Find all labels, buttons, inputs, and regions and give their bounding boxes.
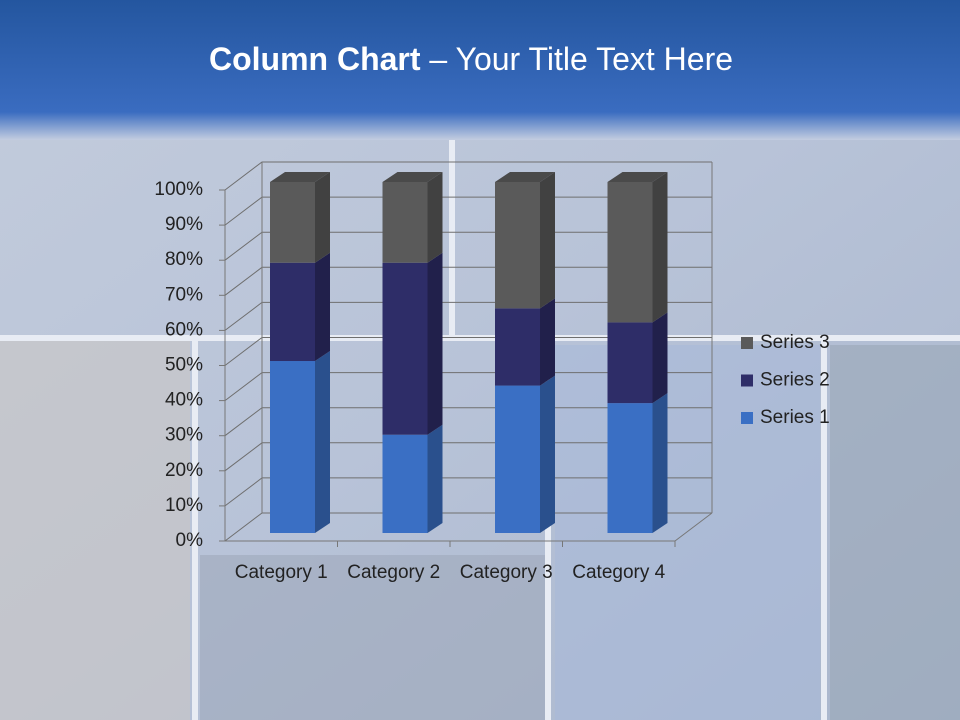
y-tick-label: 70% (165, 284, 203, 305)
title-rest: – Your Title Text Here (429, 41, 733, 77)
bar-side (540, 375, 555, 533)
bar-top (495, 172, 555, 182)
bar-segment (382, 252, 443, 435)
y-tick-label: 90% (165, 214, 203, 235)
bar-front (495, 308, 540, 386)
bar-segment (495, 375, 555, 533)
bar-top (607, 172, 668, 182)
legend-swatch (741, 337, 753, 349)
y-tick-label: 80% (165, 249, 203, 270)
y-tick-label: 10% (165, 495, 203, 516)
bar-side (315, 351, 330, 533)
chart-title: Column Chart – Your Title Text Here (209, 41, 733, 77)
y-tick-label: 0% (176, 530, 204, 551)
header-band (0, 0, 960, 140)
bar-side (652, 172, 668, 323)
photo-panel (0, 340, 190, 720)
legend-swatch (741, 374, 753, 387)
legend-swatch (741, 412, 753, 424)
bar-front (495, 182, 540, 309)
x-tick-label: Category 4 (572, 562, 666, 583)
bar-top (382, 172, 443, 182)
bar-segment (270, 351, 330, 533)
floor-edge (674, 512, 713, 542)
bar-front (382, 262, 428, 435)
title-text (421, 41, 430, 77)
x-tick-label: Category 1 (234, 562, 328, 583)
legend-label: Series 3 (760, 332, 830, 353)
y-tick-label: 60% (165, 319, 203, 340)
bar-front (382, 182, 428, 263)
bar-side (315, 172, 330, 263)
bar-side (315, 252, 330, 362)
bar-front (607, 403, 653, 533)
bar-segment (495, 172, 555, 309)
bar-front (607, 322, 653, 404)
y-tick-label: 100% (154, 179, 203, 200)
bar-segment (270, 252, 330, 362)
legend-label: Series 2 (760, 370, 830, 391)
bar-segment (607, 312, 668, 404)
plot-area: 0% 10% 20% 30% 40% 50% 60% 70% 80% 90% 100% Series … (154, 161, 830, 551)
y-tick-label: 30% (165, 425, 203, 446)
photo-panel (830, 345, 960, 720)
x-tick-label: Category 3 (459, 562, 553, 583)
y-tick-label: 50% (165, 355, 203, 376)
y-tick-label: 20% (165, 460, 203, 481)
y-tick-label: 40% (165, 390, 203, 411)
x-tick-label: Category 2 (347, 562, 441, 583)
bar-front (270, 361, 315, 533)
bar-segment (495, 298, 555, 386)
bar-front (382, 434, 428, 533)
bar-segment (382, 424, 443, 533)
bar-segment (607, 172, 668, 323)
bar-side (427, 172, 443, 263)
bar-side (540, 172, 555, 309)
bar-side (427, 252, 443, 435)
bar-top (270, 172, 330, 182)
bar-side (652, 393, 668, 533)
bar-side (540, 298, 555, 386)
bar-front (607, 182, 653, 323)
bar-front (495, 385, 540, 533)
title-emphasis: Column Chart (209, 41, 421, 77)
bar-segment (382, 172, 443, 263)
bar-segment (270, 172, 330, 263)
photo-panel (200, 555, 545, 720)
bar-side (652, 312, 668, 404)
photo-panel (555, 345, 820, 720)
legend-label: Series 1 (760, 407, 830, 428)
bar-front (270, 182, 315, 263)
bar-side (427, 424, 443, 533)
bar-front (270, 262, 315, 362)
bar-segment (607, 393, 668, 533)
